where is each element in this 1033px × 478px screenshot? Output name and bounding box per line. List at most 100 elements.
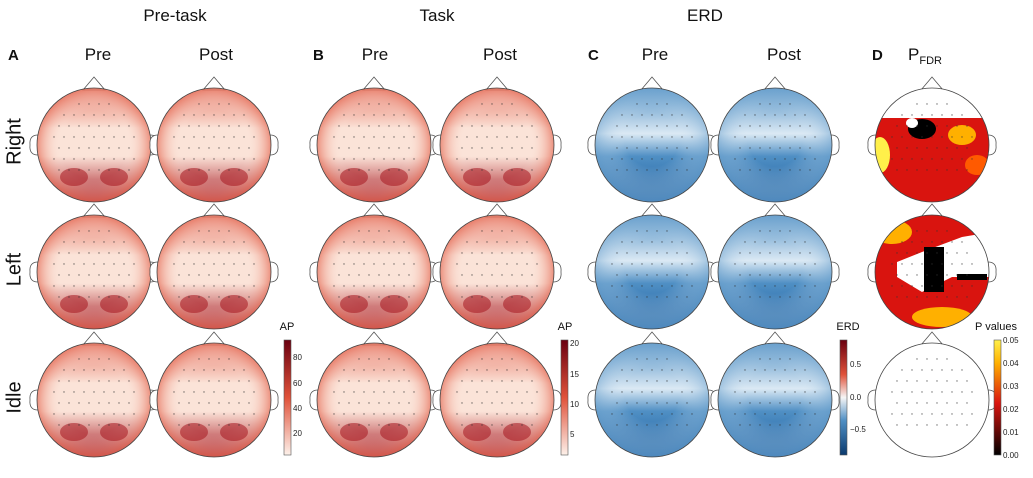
electrode-dot (338, 424, 340, 426)
electrode-dot (208, 358, 210, 360)
electrode-dot (661, 158, 663, 160)
electrode-dot (676, 424, 678, 426)
electrode-dot (213, 369, 215, 371)
electrode-dot (931, 413, 933, 415)
electrode-dot (333, 263, 335, 265)
electrode-dot (53, 136, 55, 138)
electrode-dot (799, 274, 801, 276)
electrode-dot (373, 369, 375, 371)
electrode-dot (173, 391, 175, 393)
electrode-dot (203, 263, 205, 265)
topomap-2 (309, 76, 439, 203)
electrode-dot (971, 285, 973, 287)
electrode-dot (63, 413, 65, 415)
occipital-blob-right (503, 423, 531, 441)
head-outline (156, 214, 272, 330)
electrode-dot (368, 230, 370, 232)
electrode-dot (383, 263, 385, 265)
electrode-dot (531, 402, 533, 404)
electrode-dot (686, 402, 688, 404)
electrode-dot (676, 296, 678, 298)
electrode-dot (338, 147, 340, 149)
electrode-dot (383, 158, 385, 160)
electrode-dot (511, 274, 513, 276)
electrode-dot (358, 380, 360, 382)
electrode-dot (218, 274, 220, 276)
electrode-dot (681, 158, 683, 160)
electrode-dot (208, 125, 210, 127)
electrode-dot (243, 136, 245, 138)
electrode-dot (506, 114, 508, 116)
electrode-dot (774, 241, 776, 243)
electrode-dot (676, 380, 678, 382)
electrode-dot (466, 369, 468, 371)
electrode-dot (911, 241, 913, 243)
electrode-dot (238, 424, 240, 426)
electrode-dot (641, 391, 643, 393)
electrode-dot (378, 169, 380, 171)
electrode-dot (809, 147, 811, 149)
electrode-dot (178, 424, 180, 426)
electrode-dot (794, 413, 796, 415)
electrode-dot (531, 274, 533, 276)
electrode-dot (536, 285, 538, 287)
electrode-dot (118, 274, 120, 276)
electrode-dot (774, 413, 776, 415)
electrode-dot (631, 369, 633, 371)
electrode-dot (744, 114, 746, 116)
electrode-dot (333, 391, 335, 393)
electrode-dot (516, 369, 518, 371)
electrode-dot (476, 136, 478, 138)
electrode-dot (809, 296, 811, 298)
electrode-dot (123, 136, 125, 138)
electrode-dot (228, 103, 230, 105)
electrode-dot (901, 369, 903, 371)
electrode-dot (516, 136, 518, 138)
electrode-dot (486, 263, 488, 265)
electrode-dot (961, 369, 963, 371)
electrode-dot (373, 136, 375, 138)
occipital-blob-left (463, 423, 491, 441)
electrode-dot (739, 296, 741, 298)
electrode-dot (961, 136, 963, 138)
electrode-dot (393, 285, 395, 287)
electrode-dot (98, 296, 100, 298)
electrode-dot (403, 158, 405, 160)
electrode-dot (53, 391, 55, 393)
topomap-rim (718, 215, 832, 329)
electrode-dot (526, 158, 528, 160)
electrode-dot (536, 391, 538, 393)
electrode-dot (769, 103, 771, 105)
electrode-dot (616, 169, 618, 171)
electrode-dot (338, 274, 340, 276)
electrode-dot (764, 369, 766, 371)
electrode-dot (218, 380, 220, 382)
electrode-dot (666, 230, 668, 232)
electrode-dot (916, 169, 918, 171)
electrode-dot (794, 114, 796, 116)
electrode-dot (744, 241, 746, 243)
colorbar-tick: 40 (293, 404, 302, 413)
electrode-dot (936, 103, 938, 105)
electrode-dot (208, 103, 210, 105)
electrode-dot (108, 147, 110, 149)
electrode-dot (243, 285, 245, 287)
electrode-dot (68, 125, 70, 127)
electrode-dot (774, 136, 776, 138)
electrode-dot (471, 402, 473, 404)
topomap-19 (710, 331, 840, 458)
electrode-dot (526, 241, 528, 243)
electrode-dot (466, 114, 468, 116)
electrode-dot (809, 125, 811, 127)
electrode-dot (238, 296, 240, 298)
topomap-10 (432, 203, 562, 330)
col-label-b-pre: Pre (361, 45, 389, 64)
electrode-dot (516, 413, 518, 415)
electrode-dot (621, 369, 623, 371)
topomap-rim (718, 343, 832, 457)
electrode-dot (481, 147, 483, 149)
electrode-dot (896, 380, 898, 382)
electrode-dot (734, 285, 736, 287)
electrode-dot (58, 147, 60, 149)
electrode-dot (398, 380, 400, 382)
